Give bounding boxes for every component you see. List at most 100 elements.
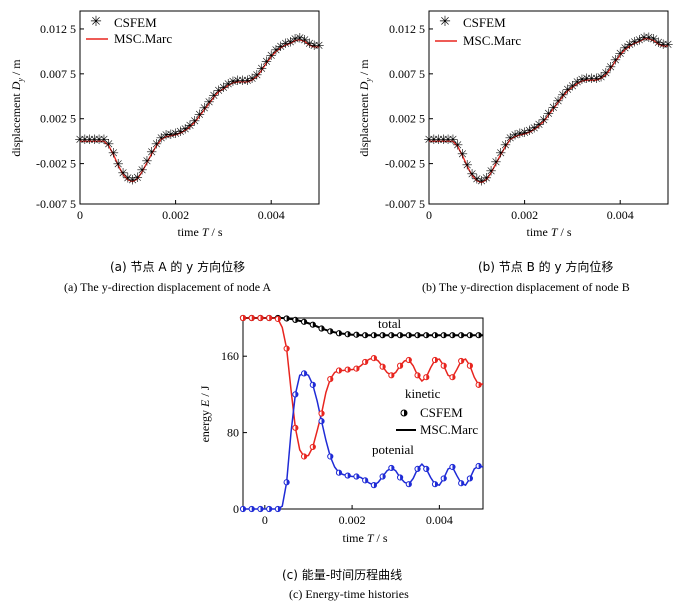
panel-b-csfem-point: ✳ [557,87,568,102]
panel-b-marc-line [429,38,668,184]
panel-a-csfem-point: ✳ [208,88,219,103]
caption-c-cn: (c) 能量-时间历程曲线 [282,568,403,582]
panel-b-legend-marc-label: MSC.Marc [463,33,521,48]
panel-c-total-point-fill [382,332,386,338]
panel-c-potential-point-fill [356,473,360,480]
panel-b-csfem-point: ✳ [581,71,592,86]
panel-a-csfem-point: ✳ [280,36,291,51]
panel-b-csfem-point: ✳ [553,94,564,109]
panel-a-xtick-label: 0.002 [162,208,189,222]
panel-a-csfem-point: ✳ [189,113,200,128]
panel-b-csfem-point: ✳ [543,106,554,121]
panel-a-csfem-point: ✳ [170,126,181,141]
panel-b-ylabel: displacement Dy / m [357,59,373,157]
panel-a-csfem-point: ✳ [137,163,148,178]
panel-a-csfem-point: ✳ [266,48,277,63]
panel-a-legend-marc-label: MSC.Marc [114,31,172,46]
panel-a-csfem-point: ✳ [103,137,114,152]
panel-a-csfem-point: ✳ [199,101,210,116]
panel-c-annotation-total: total [378,316,401,331]
caption-c-en: (c) Energy-time histories [289,587,409,601]
panel-c-total-point-fill [408,332,412,338]
panel-c-total-point-fill [330,328,333,334]
panel-c-total-point-fill [356,332,360,338]
panel-c-potential-point-fill [286,479,290,485]
panel-b-csfem-point: ✳ [643,30,654,45]
panel-c-potential-point-fill [382,473,386,480]
panel-c-kinetic-point-fill [312,444,316,450]
panel-b-ytick-label: 0.002 5 [389,112,425,126]
panel-c-kinetic-point-fill [391,372,394,378]
panel-b-csfem-point: ✳ [447,132,458,147]
panel-c-potential-point-fill [417,466,421,472]
panel-c-kinetic-point-fill [304,453,307,460]
panel-a-csfem-point: ✳ [247,71,258,86]
panel-c-kinetic-point-fill [251,315,255,321]
panel-a-csfem-point: ✳ [127,173,138,188]
panel-c-potential-point-fill [312,382,316,388]
panel-c-kinetic-point-fill [417,372,421,378]
panel-a-csfem-point: ✳ [79,132,90,147]
panel-b-xtick-label: 0.002 [511,208,538,222]
panel-a-csfem-point: ✳ [204,94,215,109]
panel-b-ytick-label: -0.007 5 [385,197,425,211]
panel-c-kinetic-point-fill [443,363,447,369]
panel-c-potential-point-fill [426,466,429,472]
panel-a-csfem-point: ✳ [122,171,133,186]
panel-c-potential-point-fill [435,481,438,487]
panel-c-total-point-fill [435,332,438,338]
panel-c-ytick-label: 0 [233,502,239,516]
panel-b-axes: 0 0.002 0.004 -0.007 5 -0.002 5 0.002 5 0.007 … [385,22,634,222]
panel-a-csfem-point: ✳ [108,146,119,161]
panel-c-potential-point-fill [452,464,456,470]
panel-b-xtick-label: 0.004 [607,208,634,222]
panel-c-potential-point-fill [269,506,272,512]
panel-b-ytick-label: 0.012 5 [389,22,425,36]
panel-c-potential-point-fill [339,470,342,476]
panel-b-csfem-point: ✳ [457,147,468,162]
panel-c-potential-point-fill [347,472,351,479]
panel-b-legend-csfem-label: CSFEM [463,15,506,30]
panel-c-potential-point-fill [304,370,307,376]
panel-c-potential-point-fill [365,477,368,483]
panel-a-csfem-point: ✳ [242,73,253,88]
panel-a-csfem-point: ✳ [151,137,162,152]
panel-b-csfem-point: ✳ [505,130,516,145]
panel-c-potential-point-fill [321,418,325,424]
panel-a-ytick-label: -0.007 5 [36,197,76,211]
panel-c-total-point-fill [469,332,473,338]
panel-c-potential-point-fill [391,465,394,471]
panel-c-kinetic-point-fill [269,315,272,321]
panel-b-csfem-point: ✳ [438,132,449,147]
panel-a-csfem-point: ✳ [94,132,105,147]
panel-c-xlabel: time T / s [342,531,387,545]
panel-b-csfem-point: ✳ [663,37,674,52]
panel-b-csfem-point: ✳ [658,37,669,52]
panel-b-csfem-point: ✳ [548,100,559,115]
panel-a-ytick-label: 0.012 5 [40,22,76,36]
panel-b-csfem-point: ✳ [481,171,492,186]
panel-b-csfem-point: ✳ [495,146,506,161]
panel-b-csfem-point: ✳ [433,132,444,147]
panel-a-series: ✳✳✳✳✳✳✳✳✳✳✳✳✳✳✳✳✳✳✳✳✳✳✳✳✳✳✳✳✳✳✳✳✳✳✳✳✳✳✳✳… [75,31,325,188]
panel-b-csfem-point: ✳ [634,33,645,48]
panel-a-legend-csfem-label: CSFEM [114,15,157,30]
panel-b-csfem-point: ✳ [567,78,578,93]
panel-b-csfem-point: ✳ [610,52,621,67]
panel-c-kinetic-point-fill [400,363,403,369]
panel-a-ylabel: displacement Dy / m [9,59,25,157]
panel-b-csfem-point: ✳ [529,120,540,135]
panel-a-legend-csfem-marker: ✳ [90,15,102,30]
panel-b-csfem-point: ✳ [624,37,635,52]
panel-b-csfem-point: ✳ [648,32,659,47]
panel-b-csfem-point: ✳ [533,117,544,132]
panel-a-ytick-label: 0.007 5 [40,67,76,81]
panel-c-potential-point-fill [330,453,333,460]
panel-b-csfem-point: ✳ [600,66,611,81]
panel-b-csfem-point: ✳ [615,46,626,61]
panel-c-total-point-fill [304,319,307,325]
panel-c-potential-point-fill [478,463,482,469]
panel-b-csfem-point: ✳ [490,155,501,170]
panel-b-csfem-point: ✳ [572,75,583,90]
panel-c-total-point-fill [443,332,447,338]
